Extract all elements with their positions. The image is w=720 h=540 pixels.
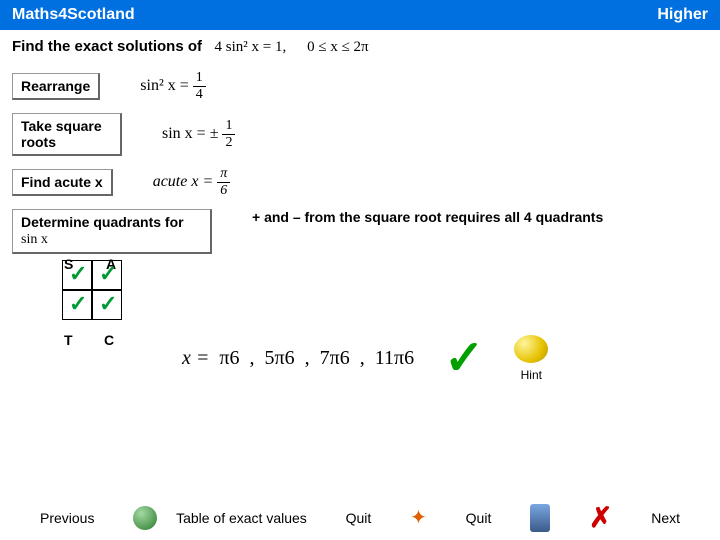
a-n1: π: [219, 347, 229, 369]
cast-t: T: [64, 332, 73, 348]
checkmark-icon: ✓: [444, 330, 484, 386]
table-link[interactable]: Table of exact values: [176, 510, 307, 526]
answer-prefix: x =: [182, 347, 209, 369]
acute-math: acute x = π6: [153, 166, 231, 199]
globe-icon[interactable]: [133, 506, 157, 530]
hint-icon[interactable]: [514, 335, 548, 363]
problem-equation: 4 sin² x = 1,: [215, 39, 287, 55]
quadrant-note: + and – from the square root requires al…: [252, 209, 603, 225]
step-rearrange: Rearrange sin² x = 14: [12, 70, 708, 103]
cast-diagram: ✓ ✓ ✓ ✓: [62, 260, 212, 320]
sqrt-math: sin x = ± 12: [162, 118, 235, 151]
previous-button[interactable]: Previous: [40, 510, 94, 526]
rearrange-den: 4: [193, 87, 206, 103]
cross-icon: ✗: [589, 501, 612, 534]
hint-label: Hint: [514, 368, 548, 382]
hint-group[interactable]: Hint: [514, 335, 548, 382]
cast-q4: ✓: [92, 290, 122, 320]
quadrant-box: Determine quadrants for sin x: [12, 209, 212, 254]
footer-nav: Previous Table of exact values Quit ✦ Qu…: [0, 501, 720, 534]
cast-c: C: [104, 332, 114, 348]
a-d1: 6: [229, 347, 239, 369]
quit-button-2[interactable]: Quit: [466, 510, 492, 526]
cast-q3: ✓: [62, 290, 92, 320]
header-left: Maths4Scotland: [12, 6, 135, 24]
a-d3: 6: [340, 347, 350, 369]
cast-q2: ✓: [62, 260, 92, 290]
content-area: Find the exact solutions of 4 sin² x = 1…: [0, 30, 720, 394]
answer-math: x = π6 , 5π6 , 7π6 , 11π6: [182, 347, 414, 370]
quadrant-section: Determine quadrants for sin x S A ✓ ✓ ✓ …: [12, 209, 708, 320]
a-d4: 6: [404, 347, 414, 369]
star-icon: ✦: [410, 505, 427, 530]
header-right: Higher: [657, 6, 708, 24]
sqrt-lhs: sin x = ±: [162, 125, 218, 142]
sqrt-label: Take square roots: [12, 113, 122, 156]
rearrange-num: 1: [193, 70, 206, 87]
quit-button-1[interactable]: Quit: [346, 510, 372, 526]
acute-den: 6: [217, 183, 230, 199]
acute-lhs: acute x =: [153, 173, 214, 190]
quad-label-l2: sin x: [21, 232, 48, 247]
rearrange-math: sin² x = 14: [140, 70, 206, 103]
tick-icon: ✓: [99, 291, 117, 317]
quad-label-l1: Determine quadrants for: [21, 214, 184, 230]
phone-icon[interactable]: [530, 504, 550, 532]
acute-num: π: [217, 166, 230, 183]
rearrange-label: Rearrange: [12, 73, 100, 100]
tick-icon: ✓: [69, 261, 87, 287]
a-n4: 11π: [375, 347, 404, 369]
rearrange-lhs: sin² x =: [140, 77, 189, 94]
a-n2: 5π: [264, 347, 284, 369]
header-bar: Maths4Scotland Higher: [0, 0, 720, 30]
acute-label: Find acute x: [12, 169, 113, 196]
a-d2: 6: [285, 347, 295, 369]
a-n3: 7π: [320, 347, 340, 369]
step-acute: Find acute x acute x = π6: [12, 166, 708, 199]
problem-range: 0 ≤ x ≤ 2π: [307, 39, 369, 55]
tick-icon: ✓: [99, 261, 117, 287]
answer-row: x = π6 , 5π6 , 7π6 , 11π6 ✓ Hint: [182, 330, 708, 386]
tick-icon: ✓: [69, 291, 87, 317]
cast-q1: ✓: [92, 260, 122, 290]
quadrant-left: Determine quadrants for sin x S A ✓ ✓ ✓ …: [12, 209, 212, 320]
sqrt-den: 2: [222, 135, 235, 151]
next-button[interactable]: Next: [651, 510, 680, 526]
sqrt-num: 1: [222, 118, 235, 135]
problem-statement: Find the exact solutions of 4 sin² x = 1…: [12, 38, 708, 56]
problem-lead: Find the exact solutions of: [12, 38, 202, 55]
step-sqrt: Take square roots sin x = ± 12: [12, 113, 708, 156]
